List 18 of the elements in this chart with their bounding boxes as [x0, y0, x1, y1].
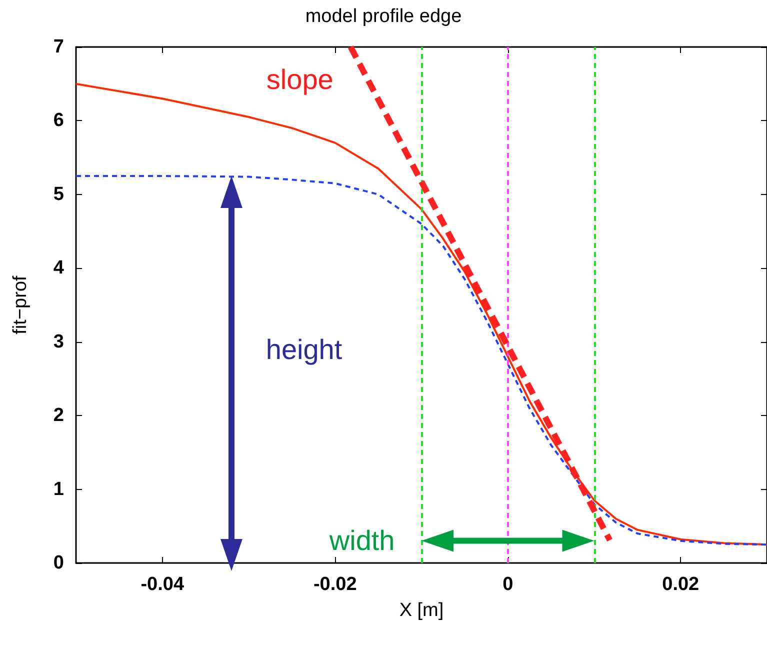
- x-tick-label: -0.02: [313, 574, 357, 595]
- annotation: height: [266, 334, 342, 366]
- chart-title: model profile edge: [305, 6, 462, 27]
- y-tick-label: 0: [53, 552, 64, 574]
- y-tick-label: 4: [53, 258, 64, 279]
- y-tick-label: 3: [53, 331, 64, 352]
- annotation: width: [329, 524, 395, 557]
- x-tick-label: 0: [502, 574, 514, 595]
- y-tick-label: 7: [53, 36, 64, 58]
- x-axis-title: X [m]: [399, 600, 444, 621]
- x-tick-label: 0.02: [662, 574, 700, 595]
- y-tick-label: 1: [53, 478, 64, 500]
- y-tick-label: 5: [53, 184, 64, 205]
- y-tick-label: 2: [53, 405, 64, 426]
- x-tick-label: -0.04: [140, 574, 184, 595]
- annotation: slope: [266, 64, 334, 96]
- y-tick-label: 6: [53, 110, 64, 132]
- y-axis-title: fit−prof: [10, 274, 31, 334]
